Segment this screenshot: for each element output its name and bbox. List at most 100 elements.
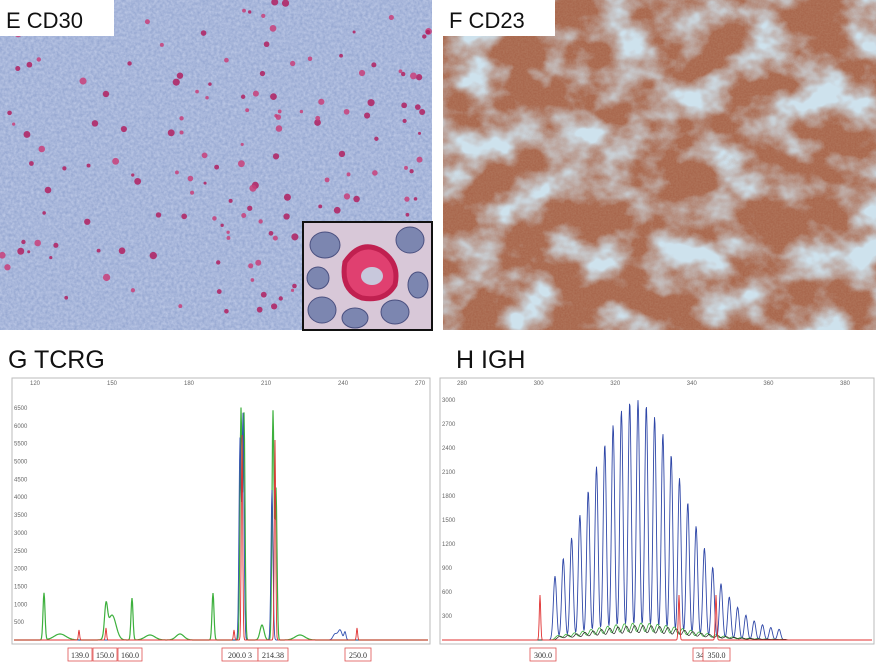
cell [402, 118, 407, 124]
cell [258, 219, 263, 224]
cell [23, 131, 31, 138]
cell [216, 260, 221, 265]
cell [155, 212, 162, 218]
cell [62, 166, 67, 171]
cell [410, 72, 417, 80]
cell [283, 193, 291, 201]
peak-label-box [529, 647, 557, 662]
cell [176, 72, 184, 79]
cell [26, 61, 33, 68]
cell [414, 104, 421, 110]
cell [405, 212, 410, 217]
panel-label: E CD30 [6, 8, 83, 33]
cell [363, 112, 371, 119]
cell [315, 115, 321, 121]
cell [271, 0, 279, 6]
cell [346, 172, 351, 177]
traces: 120 150 180 210 240 270 500 1000 1500 2000 2500 300… [14, 381, 872, 662]
x-tick-label: 360 [763, 381, 774, 387]
cell [263, 41, 270, 48]
cell [299, 109, 304, 114]
y-tick-label: 4500 [14, 477, 28, 483]
cell [270, 93, 277, 101]
cell [49, 255, 53, 260]
cell [281, 0, 290, 7]
cell [120, 125, 127, 133]
cell [17, 247, 25, 255]
cell [240, 94, 246, 99]
cell [425, 29, 431, 35]
cell [178, 304, 183, 309]
cell [343, 108, 350, 115]
peak-label-box [702, 647, 731, 662]
cell [245, 108, 250, 113]
cell [241, 213, 247, 219]
cell [228, 198, 233, 203]
cell [201, 152, 208, 159]
y-tick-label: 3500 [14, 513, 28, 519]
cell [283, 213, 290, 220]
chart-title: H IGH [456, 346, 525, 374]
cell [353, 195, 360, 203]
x-tick-label: 280 [457, 381, 468, 387]
cell [216, 289, 222, 294]
cell [352, 30, 356, 34]
cell [409, 169, 414, 174]
cell [205, 95, 209, 100]
cell [159, 42, 164, 47]
peak-label: 300.0 [534, 651, 552, 660]
label-box [443, 0, 555, 36]
cell [15, 66, 21, 72]
cell [34, 239, 41, 247]
cell [149, 251, 157, 260]
y-tick-label: 1200 [442, 542, 456, 548]
cell [374, 136, 379, 141]
peak-label-box [67, 647, 93, 662]
y-tick-label: 1500 [442, 518, 456, 524]
peak-label-box [92, 647, 118, 662]
cell [252, 90, 259, 97]
peak-label-box [257, 647, 289, 662]
cell [102, 90, 110, 98]
y-tick-label: 2500 [14, 549, 28, 555]
x-tick-label: 320 [610, 381, 621, 387]
cell [144, 19, 150, 25]
trace [442, 594, 872, 641]
y-tick-label: 600 [442, 590, 453, 596]
cell [261, 13, 266, 18]
cell [277, 109, 282, 114]
cell [131, 173, 135, 177]
cell [181, 213, 188, 220]
peak-label: 200.0 3 [228, 651, 252, 660]
cell [130, 288, 136, 293]
cell [275, 114, 282, 120]
peak-label-box [117, 647, 143, 662]
peak-label: 214.38 [262, 651, 284, 660]
cell [224, 57, 229, 63]
plot-frame [11, 377, 431, 645]
peak-label: 139.0 [71, 651, 89, 660]
cell [226, 236, 231, 240]
cell [419, 108, 426, 115]
x-tick-label: 120 [30, 381, 41, 387]
cell [272, 153, 280, 160]
cell [422, 34, 427, 39]
cell [242, 8, 246, 13]
y-tick-label: 5500 [14, 442, 28, 448]
cell [256, 306, 263, 313]
cell [367, 99, 375, 107]
cell [127, 61, 132, 66]
cell [38, 145, 46, 153]
cell [249, 184, 257, 192]
cell [220, 223, 224, 227]
label-box [0, 0, 114, 36]
cell [271, 303, 278, 310]
cell [195, 89, 199, 94]
cell [247, 205, 253, 211]
cell [226, 230, 230, 234]
peak-label: 350.0 [708, 651, 726, 660]
y-tick-label: 300 [442, 614, 453, 620]
cell [86, 163, 91, 168]
cell [91, 120, 99, 127]
cell [269, 25, 277, 32]
